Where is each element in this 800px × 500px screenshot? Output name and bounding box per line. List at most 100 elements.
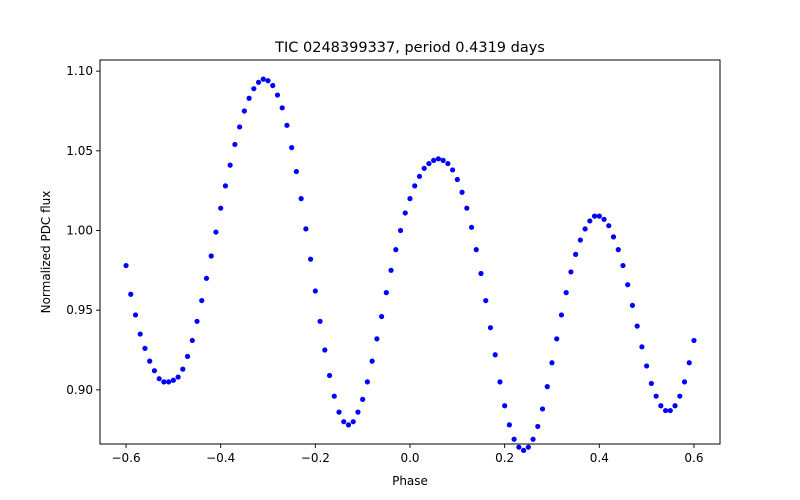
data-point (369, 358, 375, 364)
x-tick-label: −0.4 (206, 451, 235, 465)
y-tick-label: 0.90 (66, 383, 93, 397)
data-point (662, 407, 669, 414)
data-point (374, 336, 380, 342)
data-point (194, 318, 200, 324)
data-point (601, 216, 607, 222)
data-point (350, 419, 356, 425)
chart-title: TIC 0248399337, period 0.4319 days (274, 40, 545, 56)
data-point (274, 92, 281, 98)
data-point (241, 108, 247, 114)
data-point (166, 379, 172, 385)
data-point (558, 312, 565, 318)
x-tick-label: −0.2 (301, 451, 330, 465)
data-point (289, 145, 295, 151)
data-points (123, 76, 697, 453)
data-point (691, 337, 697, 344)
data-point (265, 78, 271, 84)
x-axis: −0.6 −0.4 −0.2 0.0 0.2 0.4 0.6 (111, 444, 704, 465)
x-tick-label: 0.2 (495, 451, 514, 465)
data-point (525, 444, 531, 450)
data-point (151, 368, 158, 374)
data-point (322, 347, 328, 353)
data-point (345, 422, 352, 428)
data-point (520, 447, 527, 453)
data-point (203, 275, 210, 281)
data-point (573, 251, 579, 257)
data-point (246, 95, 252, 101)
x-tick-label: 0.4 (590, 451, 609, 465)
data-point (454, 176, 460, 183)
data-point (312, 288, 318, 294)
data-point (303, 226, 309, 232)
data-point (606, 223, 612, 229)
data-point (672, 403, 678, 409)
data-point (298, 196, 304, 202)
data-point (308, 256, 314, 262)
data-point (218, 205, 224, 211)
data-point (341, 419, 347, 425)
data-point (189, 337, 195, 344)
data-point (615, 247, 621, 253)
data-point (270, 82, 276, 89)
data-point (364, 379, 371, 385)
y-axis-label: Normalized PDC flux (39, 191, 53, 314)
data-point (639, 344, 645, 350)
data-point (648, 380, 654, 387)
data-point (506, 422, 512, 428)
data-point (544, 384, 550, 390)
data-point (487, 325, 494, 331)
data-point (431, 157, 437, 163)
data-point (237, 124, 243, 130)
data-point (511, 436, 517, 442)
data-point (416, 173, 423, 179)
data-point (681, 379, 688, 385)
data-point (397, 227, 404, 234)
data-point (156, 376, 162, 382)
data-point (610, 234, 617, 240)
x-tick-label: 0.0 (400, 451, 419, 465)
data-point (473, 247, 479, 253)
data-point (232, 141, 238, 148)
data-point (360, 396, 366, 402)
data-point (516, 444, 522, 450)
data-point (137, 331, 143, 337)
data-point (591, 213, 598, 219)
data-point (355, 409, 361, 415)
data-point (407, 196, 413, 202)
data-point (492, 352, 498, 358)
data-point (483, 297, 489, 304)
data-point (147, 358, 153, 364)
data-point (161, 379, 167, 385)
x-tick-label: 0.6 (684, 451, 703, 465)
data-point (388, 267, 394, 273)
data-point (184, 353, 191, 359)
y-tick-label: 1.10 (66, 64, 93, 78)
y-tick-label: 1.00 (66, 223, 93, 237)
data-point (284, 122, 290, 128)
data-point (658, 403, 664, 409)
y-tick-label: 1.05 (66, 144, 93, 158)
data-point (383, 290, 389, 296)
data-point (449, 167, 456, 173)
data-point (227, 162, 233, 168)
data-point (464, 205, 470, 211)
data-point (199, 297, 205, 304)
data-point (539, 406, 546, 412)
data-point (620, 262, 626, 269)
data-point (331, 393, 337, 399)
data-point (279, 105, 285, 111)
data-point (468, 224, 475, 230)
data-point (535, 423, 541, 430)
y-tick-label: 0.95 (66, 303, 93, 317)
data-point (568, 269, 574, 275)
data-point (142, 345, 148, 351)
data-point (293, 168, 300, 175)
data-point (596, 213, 602, 219)
data-point (317, 318, 323, 324)
data-point (582, 226, 588, 232)
data-point (213, 229, 219, 235)
data-point (677, 393, 683, 399)
data-point (478, 270, 484, 277)
data-point (326, 372, 333, 379)
